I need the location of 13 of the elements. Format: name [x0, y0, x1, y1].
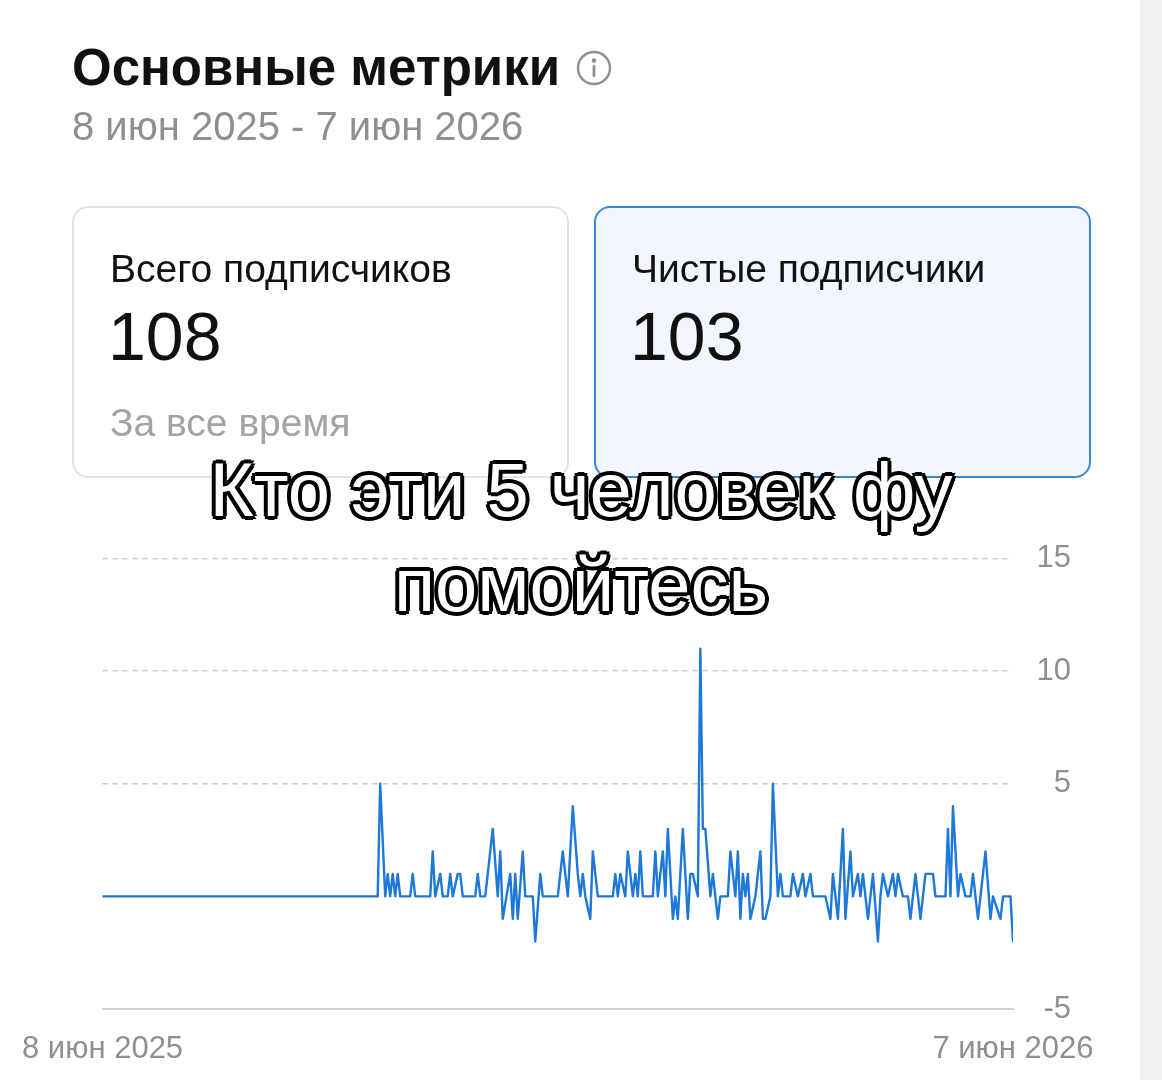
category-label: Чистые подписчики	[632, 247, 986, 290]
text: 8 июн 2025 - 7 июн 2026	[72, 104, 524, 148]
category-label: Всего подписчиков	[110, 247, 452, 290]
data-label: 108	[108, 298, 222, 374]
y-tick-label: 15	[1036, 539, 1071, 575]
x-tick-label: 8 июн 2025	[22, 1030, 184, 1066]
text: За все время	[110, 401, 351, 444]
x-tick-label: 7 июн 2026	[932, 1030, 1094, 1066]
y-tick-label: 5	[1053, 764, 1071, 800]
y-tick-label: 10	[1036, 651, 1071, 687]
y-tick-label: -5	[1043, 989, 1071, 1025]
data-label: 103	[630, 298, 744, 374]
text: Основные метрики	[72, 39, 561, 96]
